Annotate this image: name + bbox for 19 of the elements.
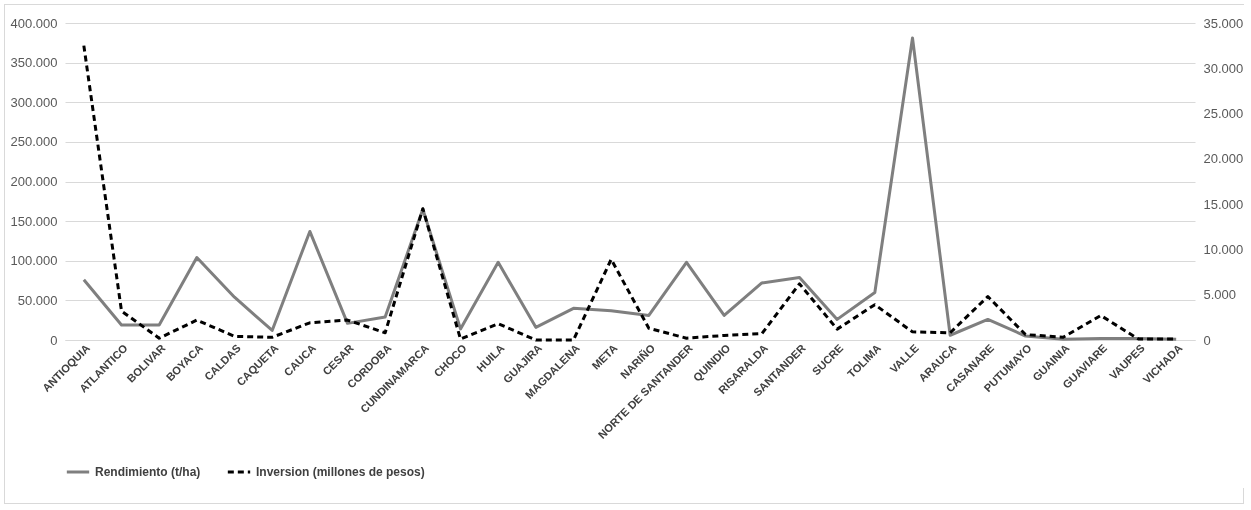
y-tick-label: 100.000	[10, 253, 58, 269]
y2-tick-label: 35.000	[1203, 15, 1244, 31]
y-tick-label: 0	[50, 332, 58, 348]
y-tick-label: 200.000	[10, 174, 58, 189]
y-tick-label: 400.000	[10, 15, 58, 31]
y-tick-label: 300.000	[10, 94, 58, 110]
legend-label: Inversion (millones de pesos)	[256, 465, 425, 479]
legend-label: Rendimiento (t/ha)	[95, 465, 201, 479]
y-tick-label: 350.000	[10, 55, 58, 71]
y2-tick-label: 20.000	[1203, 151, 1244, 167]
y2-tick-label: 5.000	[1203, 287, 1237, 303]
y2-tick-label: 15.000	[1203, 196, 1244, 212]
y2-tick-label: 30.000	[1203, 60, 1244, 76]
y2-tick-label: 0	[1203, 332, 1211, 348]
y-tick-label: 50.000	[17, 292, 58, 308]
y2-tick-label: 10.000	[1203, 241, 1244, 257]
y2-tick-label: 25.000	[1203, 106, 1244, 122]
y-tick-label: 250.000	[10, 134, 58, 150]
y-tick-label: 150.000	[10, 213, 58, 229]
